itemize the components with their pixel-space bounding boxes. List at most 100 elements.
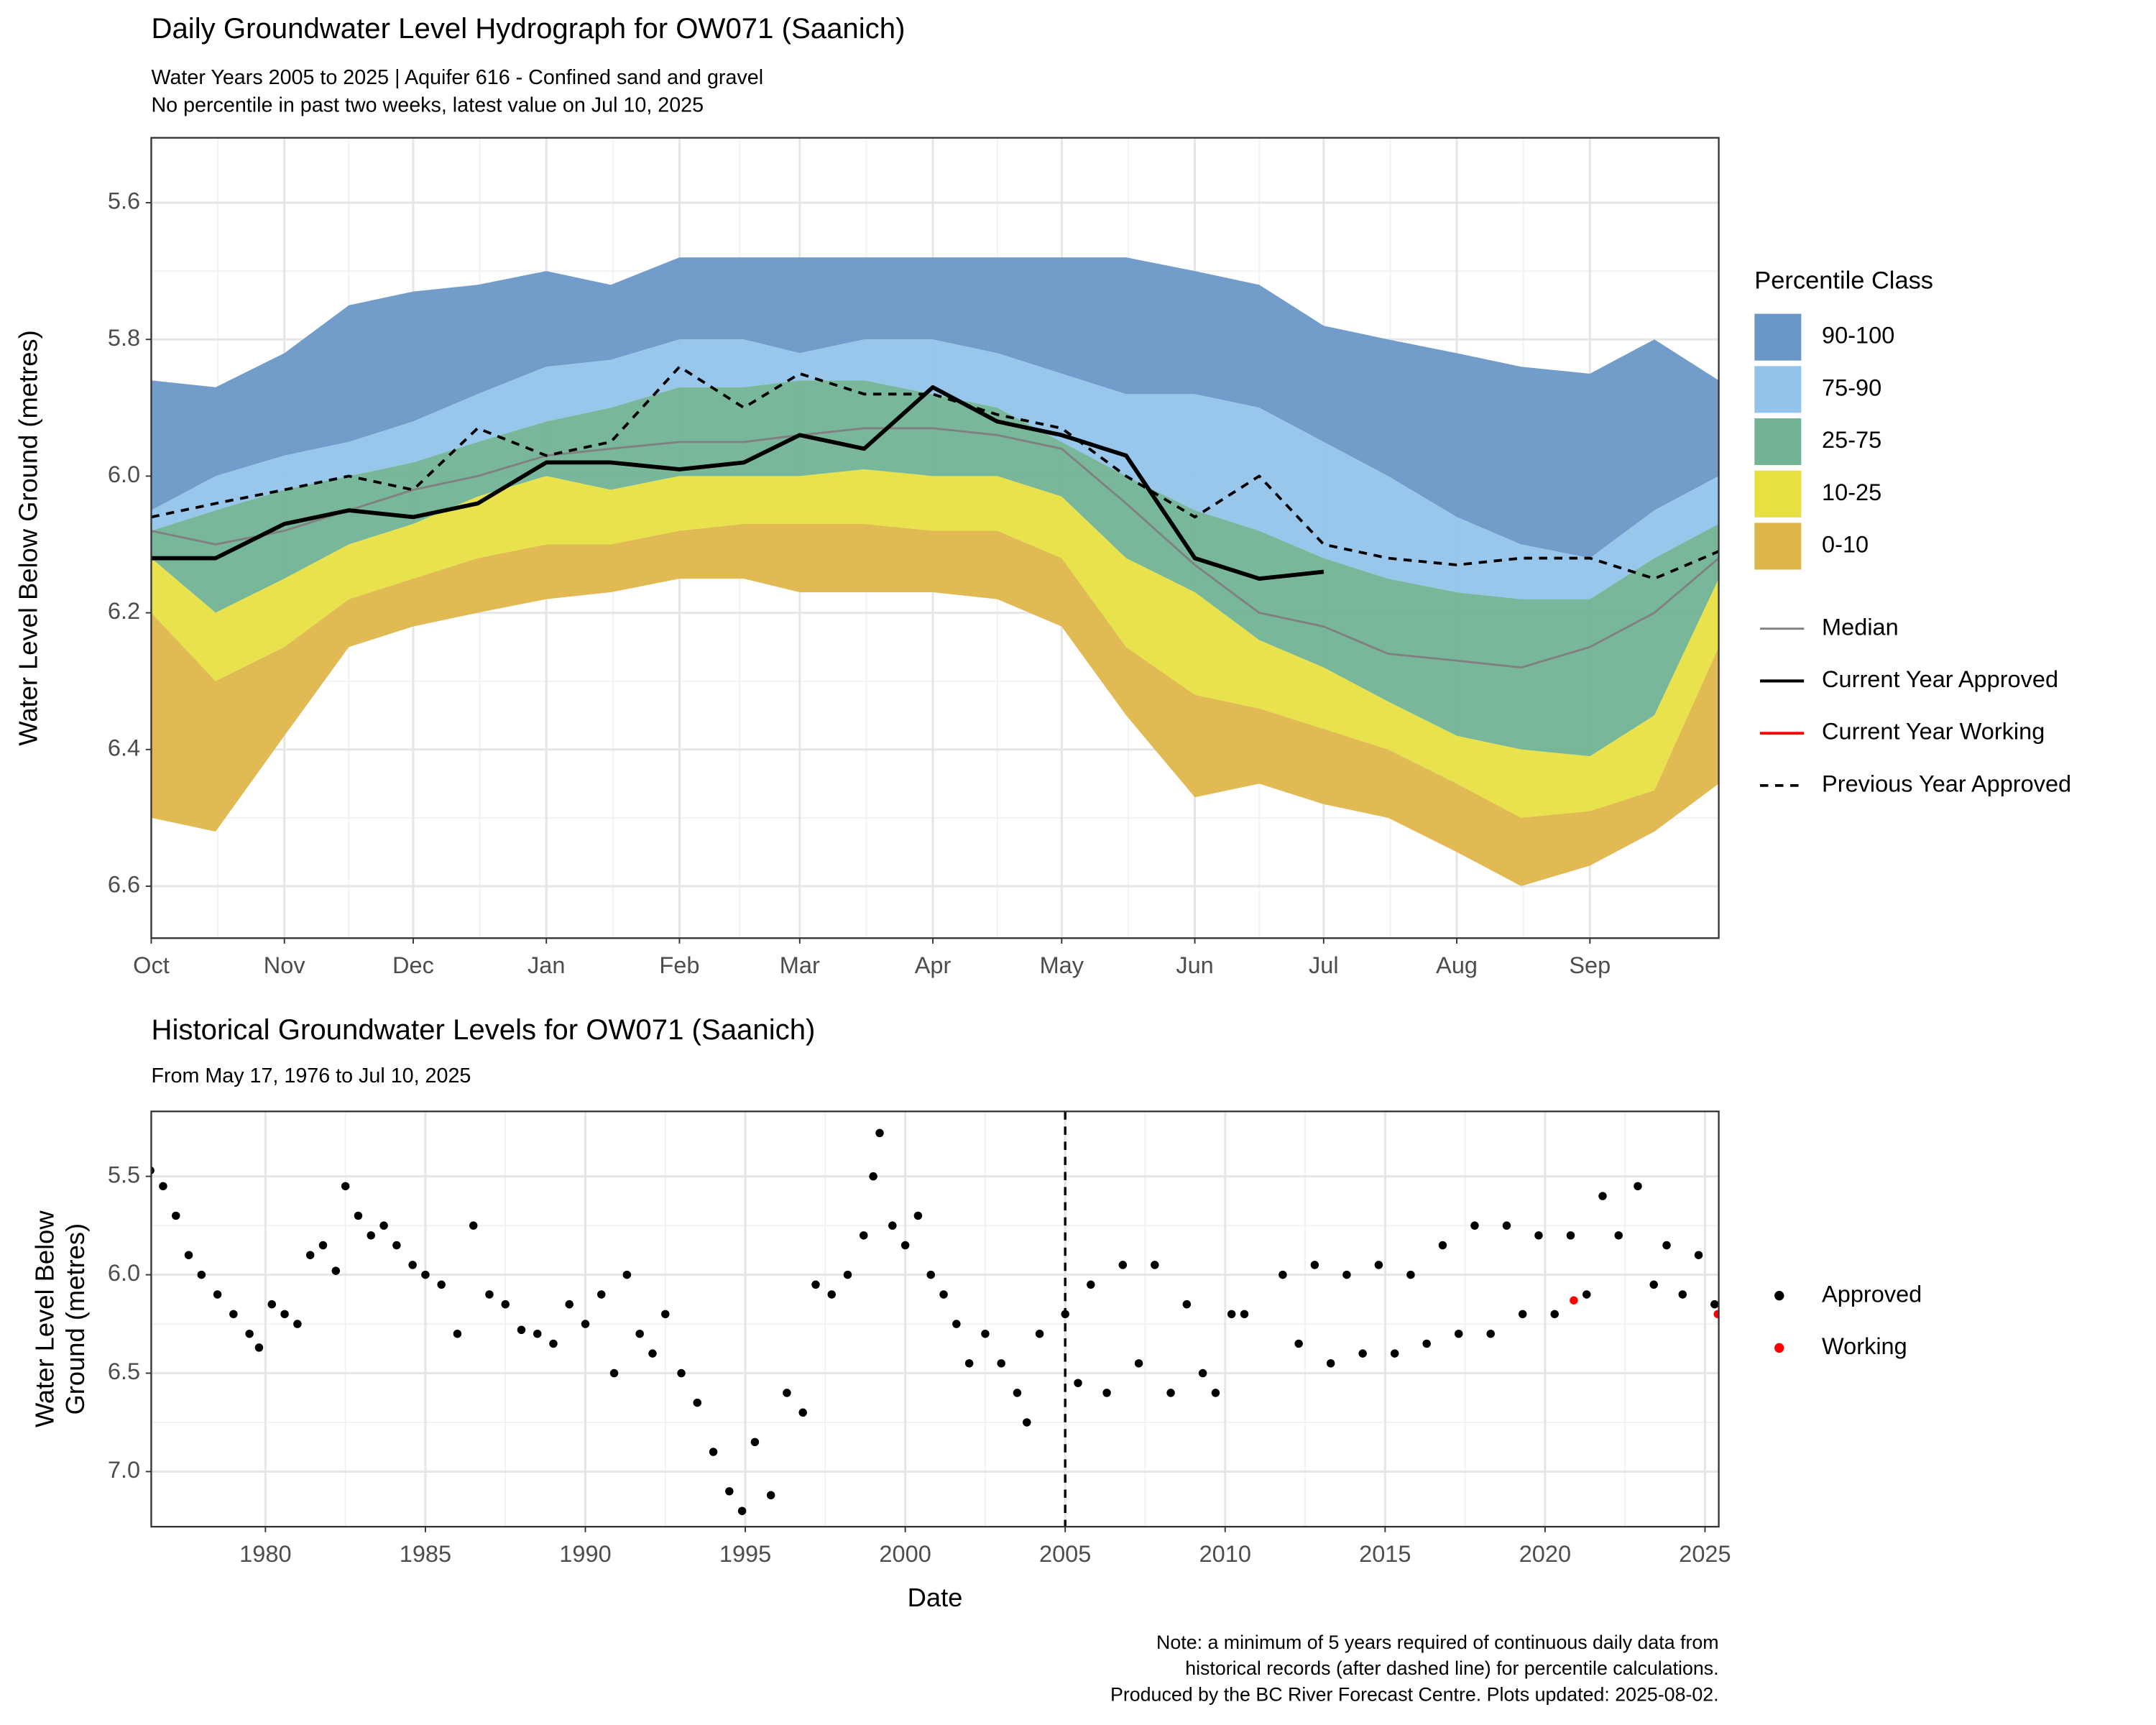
point	[254, 1343, 264, 1352]
panel-border	[150, 1110, 1720, 1528]
legend-label: Current Year Approved	[1822, 666, 2058, 692]
point	[1182, 1300, 1192, 1309]
point	[1102, 1389, 1111, 1397]
x-tick-label: 1980	[239, 1541, 291, 1567]
plot-area	[151, 1111, 1719, 1527]
point	[1550, 1310, 1559, 1319]
x-tick-label: Aug	[1436, 952, 1478, 978]
point	[1390, 1349, 1399, 1358]
point	[725, 1487, 734, 1496]
point	[860, 1231, 868, 1240]
legend-label: 90-100	[1822, 323, 1894, 349]
point	[1406, 1270, 1415, 1279]
x-tick-label: 2005	[1039, 1541, 1091, 1567]
point	[766, 1491, 775, 1500]
y-tick-label: 5.8	[108, 325, 140, 351]
point	[648, 1349, 657, 1358]
legend-label: 0-10	[1822, 532, 1869, 558]
point	[1326, 1359, 1335, 1368]
point	[437, 1280, 446, 1289]
x-tick-label: Feb	[659, 952, 699, 978]
point	[267, 1300, 277, 1309]
point	[913, 1211, 923, 1220]
point	[888, 1221, 897, 1230]
point	[1438, 1241, 1447, 1250]
point	[597, 1290, 606, 1299]
point	[609, 1368, 619, 1378]
point	[1087, 1280, 1095, 1289]
point	[1358, 1349, 1367, 1358]
x-tick-label: Nov	[264, 952, 306, 978]
y-tick-label: 6.0	[108, 461, 140, 487]
point	[981, 1330, 990, 1338]
point	[565, 1300, 573, 1309]
point	[1486, 1330, 1495, 1338]
x-tick-label: Apr	[915, 952, 952, 978]
point	[184, 1251, 193, 1259]
point	[1678, 1290, 1687, 1299]
x-tick-label: May	[1040, 952, 1084, 978]
point	[1279, 1270, 1287, 1279]
point	[408, 1261, 417, 1269]
note: Produced by the BC River Forecast Centre…	[1110, 1684, 1719, 1706]
point	[1518, 1310, 1527, 1319]
point	[379, 1221, 388, 1230]
percentile-band	[151, 469, 1719, 818]
point	[939, 1290, 948, 1299]
point	[926, 1270, 935, 1279]
point	[1074, 1379, 1082, 1387]
point	[964, 1359, 974, 1368]
y-tick-label: 6.2	[108, 598, 140, 624]
x-tick-label: Jun	[1176, 952, 1213, 978]
point	[305, 1251, 315, 1259]
point	[997, 1359, 1005, 1368]
series-line	[151, 427, 1719, 669]
x-tick-label: 1985	[400, 1541, 451, 1567]
y-axis-label: Water Level Below	[30, 1210, 60, 1427]
point	[354, 1211, 363, 1220]
point	[677, 1368, 686, 1378]
point	[693, 1398, 702, 1407]
point	[1013, 1389, 1022, 1397]
point	[469, 1221, 478, 1230]
chart-subtitle: No percentile in past two weeks, latest …	[151, 93, 704, 116]
point	[171, 1211, 180, 1220]
y-tick-label: 6.5	[108, 1358, 140, 1384]
y-axis-label: Ground (metres)	[60, 1223, 90, 1415]
plot-area	[151, 137, 1719, 939]
chart-title: Historical Groundwater Levels for OW071 …	[151, 1013, 815, 1046]
legend-label: Median	[1822, 614, 1899, 640]
point	[1294, 1339, 1303, 1348]
legend-label: Approved	[1822, 1281, 1922, 1307]
legend-key	[1774, 1343, 1784, 1353]
point	[1694, 1251, 1703, 1259]
x-tick-label: 2025	[1679, 1541, 1731, 1567]
y-tick-label: 5.5	[108, 1162, 140, 1187]
note: historical records (after dashed line) f…	[1185, 1657, 1718, 1679]
y-tick-label: 5.6	[108, 188, 140, 214]
x-tick-label: 1995	[719, 1541, 771, 1567]
point	[213, 1290, 222, 1299]
point	[1570, 1296, 1578, 1305]
legend-key	[1774, 1290, 1784, 1301]
point	[1710, 1300, 1719, 1309]
plot-background	[151, 1111, 1719, 1527]
point	[1614, 1231, 1623, 1240]
point	[280, 1310, 289, 1319]
point	[1023, 1418, 1031, 1427]
point	[1310, 1261, 1319, 1269]
legend-label: 10-25	[1822, 479, 1881, 505]
y-tick-label: 6.4	[108, 735, 140, 760]
point	[783, 1389, 791, 1397]
point	[1634, 1182, 1642, 1191]
point	[1566, 1231, 1575, 1240]
legend-label: Previous Year Approved	[1822, 770, 2071, 796]
point	[1470, 1221, 1479, 1230]
x-tick-label: Jul	[1309, 952, 1339, 978]
legend-swatch	[1754, 470, 1802, 518]
series-line	[151, 385, 1325, 581]
point	[1583, 1290, 1591, 1299]
legend-swatch	[1754, 418, 1802, 466]
point	[549, 1339, 558, 1348]
